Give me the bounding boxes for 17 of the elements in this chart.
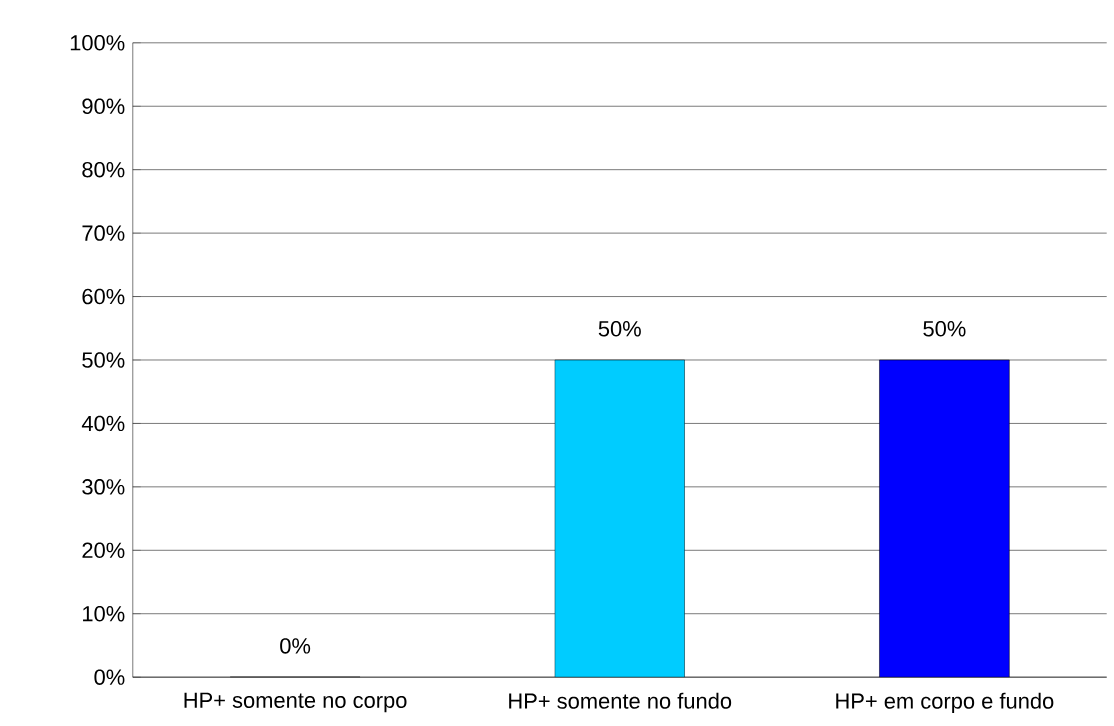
y-tick-label: 100% bbox=[70, 35, 125, 51]
y-tick-label: 10% bbox=[83, 605, 125, 622]
y-tick-label: 0% bbox=[94, 669, 125, 685]
y-tick-label: 30% bbox=[82, 479, 125, 495]
x-tick-label: HP+ em corpo e fundo bbox=[836, 692, 1054, 714]
y-tick-label: 90% bbox=[82, 98, 125, 115]
y-tick-label: 60% bbox=[82, 288, 125, 305]
data-label: 50% bbox=[923, 320, 966, 337]
y-tick-label: 70% bbox=[82, 225, 125, 241]
y-tick-label: 40% bbox=[81, 415, 125, 432]
data-label: 0% bbox=[280, 638, 311, 654]
y-tick-label: 20% bbox=[82, 542, 125, 559]
x-tick-label: HP+ somente no fundo bbox=[509, 692, 732, 709]
x-tick-label: HP+ somente no corpo bbox=[184, 692, 407, 713]
y-tick-label: 50% bbox=[82, 352, 125, 368]
data-label: 50% bbox=[598, 320, 641, 337]
y-tick-label: 80% bbox=[82, 161, 125, 178]
